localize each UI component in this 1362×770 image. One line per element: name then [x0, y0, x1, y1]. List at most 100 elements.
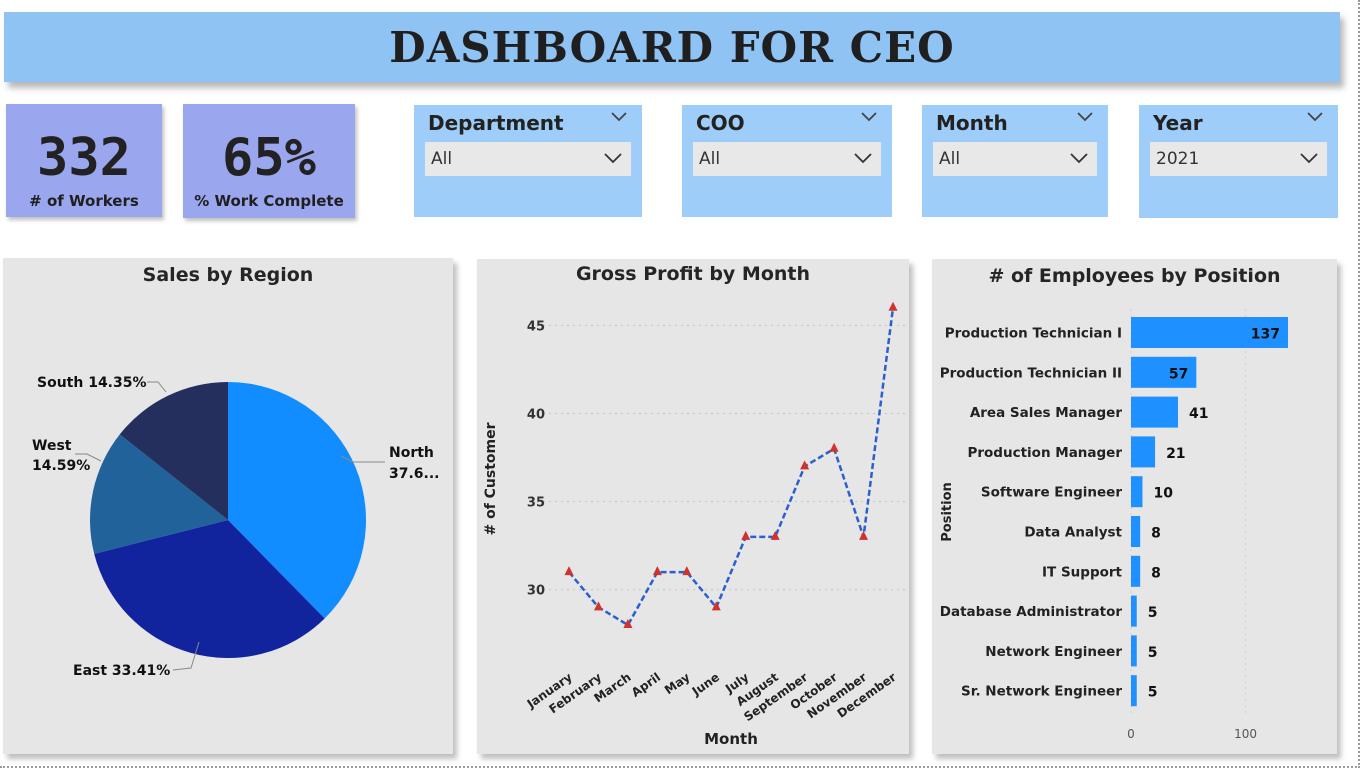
pie-leader-line: [75, 453, 102, 462]
bar-category-label: IT Support: [1042, 564, 1123, 580]
month-slicer-title: Month: [936, 111, 1008, 135]
department-dropdown[interactable]: All: [425, 142, 631, 176]
bar-position: [1131, 476, 1143, 508]
employees-by-position-card: # of Employees by Position 0 100 Productio…: [932, 259, 1337, 754]
line-point-marker: [829, 442, 839, 452]
coo-dropdown[interactable]: All: [693, 142, 881, 176]
pie-slice-north: [228, 382, 367, 619]
bar-category-label: Software Engineer: [981, 485, 1122, 501]
line-point-marker: [711, 601, 721, 611]
pie-label: East 33.41%: [73, 663, 170, 679]
line-x-tick-label: May: [662, 670, 693, 697]
bar-category-label: Production Technician I: [945, 326, 1122, 342]
bar-category-label: Area Sales Manager: [970, 405, 1123, 421]
pie-label-name: North: [389, 445, 434, 461]
employees-by-position-title: # of Employees by Position: [988, 265, 1281, 287]
line-point-marker: [800, 460, 810, 470]
coo-slicer-title: COO: [696, 111, 745, 135]
pie-label-value: 14.59%: [32, 458, 90, 474]
bar-category-label: Sr. Network Engineer: [961, 684, 1122, 700]
pie-label-value: 37.6...: [389, 466, 440, 482]
work-complete-kpi-value: 65%: [222, 128, 316, 188]
year-dropdown[interactable]: 2021: [1150, 142, 1327, 176]
pie-label: South 14.35%: [37, 375, 147, 391]
year-slicer: Year 2021: [1139, 105, 1338, 218]
workers-kpi-card[interactable]: 332 # of Workers: [6, 104, 162, 217]
employees-by-position-chart: 0 100 Production Technician I 137 Production…: [940, 309, 1288, 741]
pie-label-name: West: [32, 438, 72, 454]
bar-position: [1131, 675, 1137, 707]
line-point-marker: [564, 566, 574, 576]
line-y-axis-title: # of Customer: [483, 422, 499, 535]
line-x-tick-label: June: [689, 670, 722, 699]
line-y-tick-label: 35: [527, 496, 545, 511]
bar-y-axis-title: Position: [940, 482, 955, 542]
bar-data-label: 8: [1151, 526, 1161, 542]
chevron-down-icon[interactable]: [610, 111, 628, 123]
pie-slice-east: [94, 520, 325, 659]
bar-position: [1131, 436, 1156, 468]
pie-slice-south: [119, 382, 228, 520]
chevron-down-icon: [854, 153, 872, 164]
bar-category-label: Production Manager: [967, 445, 1122, 461]
pie-leader-line: [340, 455, 385, 463]
bar-x-tick-label: 100: [1234, 727, 1257, 741]
bar-position: [1131, 635, 1137, 667]
month-slicer: Month All: [922, 105, 1108, 217]
year-dropdown-value: 2021: [1156, 149, 1200, 169]
chevron-down-icon: [1070, 153, 1088, 164]
bar-data-label: 5: [1148, 685, 1158, 701]
department-slicer-title: Department: [428, 111, 564, 135]
chevron-down-icon[interactable]: [1076, 111, 1094, 123]
bar-data-label: 10: [1153, 486, 1173, 502]
department-slicer: Department All: [414, 105, 642, 217]
page-title: DASHBOARD FOR CEO: [389, 22, 955, 72]
department-dropdown-value: All: [431, 149, 453, 169]
bar-position: [1131, 356, 1197, 388]
line-point-marker: [623, 618, 633, 628]
sales-by-region-card: Sales by Region North 37.6... East 33.41% W…: [3, 258, 453, 754]
bar-data-label: 41: [1189, 406, 1208, 422]
line-series-path: [568, 307, 895, 627]
line-point-marker: [770, 530, 780, 540]
line-y-tick-label: 30: [527, 584, 545, 599]
line-y-tick-label: 40: [527, 408, 545, 423]
line-x-axis-title: Month: [704, 730, 758, 748]
bar-position: [1131, 555, 1141, 587]
month-dropdown[interactable]: All: [933, 142, 1097, 176]
workers-kpi-label: # of Workers: [29, 192, 139, 210]
workers-kpi-value: 332: [37, 128, 131, 188]
pie-leader-line: [147, 381, 167, 393]
gross-profit-title: Gross Profit by Month: [575, 263, 811, 285]
sales-by-region-chart: North 37.6... East 33.41% West 14.59% South 1…: [32, 375, 440, 679]
line-point-marker: [652, 566, 662, 576]
pie-leader-line: [172, 641, 200, 671]
bar-data-label: 5: [1148, 605, 1158, 621]
gross-profit-chart: 30354045JanuaryFebruaryMarchAprilMayJune…: [483, 301, 907, 748]
coo-dropdown-value: All: [699, 149, 721, 169]
chevron-down-icon[interactable]: [1306, 111, 1324, 123]
bar-category-label: Production Technician II: [940, 365, 1122, 381]
work-complete-kpi-card[interactable]: 65% % Work Complete: [183, 104, 355, 218]
chevron-down-icon: [604, 153, 622, 164]
chevron-down-icon: [1300, 153, 1318, 164]
line-point-marker: [888, 301, 898, 311]
bar-data-label: 8: [1151, 565, 1161, 581]
pie-slice-west: [90, 434, 229, 554]
chevron-down-icon[interactable]: [860, 111, 878, 123]
bar-position: [1131, 396, 1178, 428]
bar-position: [1131, 595, 1137, 627]
bar-category-label: Network Engineer: [985, 644, 1122, 660]
bar-category-label: Data Analyst: [1024, 525, 1122, 541]
coo-slicer: COO All: [682, 105, 892, 217]
bar-position: [1131, 516, 1141, 547]
title-banner: DASHBOARD FOR CEO: [4, 12, 1340, 82]
year-slicer-title: Year: [1153, 111, 1203, 135]
line-point-marker: [741, 530, 751, 540]
bar-x-tick-label: 0: [1127, 727, 1135, 741]
gross-profit-card: Gross Profit by Month 30 35 40 45 January Feb…: [477, 259, 909, 754]
line-point-marker: [593, 601, 603, 611]
bar-data-label: 137: [1251, 327, 1280, 343]
line-y-tick-label: 45: [527, 319, 545, 334]
